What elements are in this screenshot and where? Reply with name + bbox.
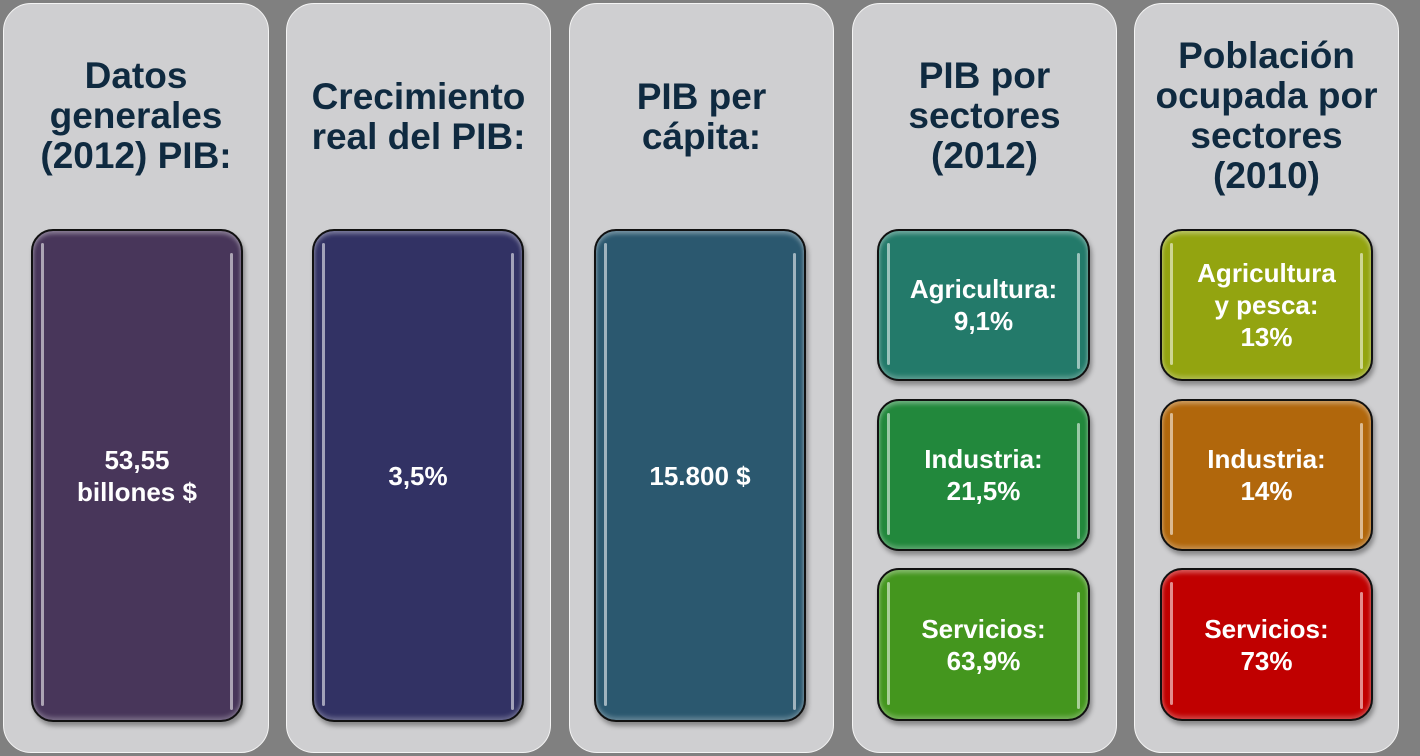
poblacion-servicios-box: Servicios: 73% bbox=[1160, 568, 1373, 721]
column-title: PIB por sectores (2012) bbox=[908, 55, 1061, 176]
column-pib-general: Datos generales (2012) PIB: 53,55 billon… bbox=[3, 3, 269, 753]
column-title: PIB per cápita: bbox=[636, 76, 767, 157]
pib-agricultura-box: Agricultura: 9,1% bbox=[877, 229, 1090, 381]
crecimiento-value-box: 3,5% bbox=[312, 229, 524, 722]
column-title: Datos generales (2012) PIB: bbox=[40, 55, 232, 176]
column-poblacion-ocupada: Población ocupada por sectores (2010) Ag… bbox=[1134, 3, 1399, 753]
poblacion-agricultura-box: Agricultura y pesca: 13% bbox=[1160, 229, 1373, 381]
pib-value-box: 53,55 billones $ bbox=[31, 229, 243, 722]
pib-servicios-box: Servicios: 63,9% bbox=[877, 568, 1090, 721]
pib-industria-box: Industria: 21,5% bbox=[877, 399, 1090, 551]
column-title: Población ocupada por sectores (2010) bbox=[1155, 35, 1378, 196]
column-pib-per-capita: PIB per cápita: 15.800 $ bbox=[569, 3, 834, 753]
poblacion-industria-box: Industria: 14% bbox=[1160, 399, 1373, 551]
pib-per-capita-value-box: 15.800 $ bbox=[594, 229, 806, 722]
column-crecimiento: Crecimiento real del PIB: 3,5% bbox=[286, 3, 551, 753]
column-pib-sectores: PIB por sectores (2012) Agricultura: 9,1… bbox=[852, 3, 1117, 753]
column-title: Crecimiento real del PIB: bbox=[311, 76, 526, 157]
